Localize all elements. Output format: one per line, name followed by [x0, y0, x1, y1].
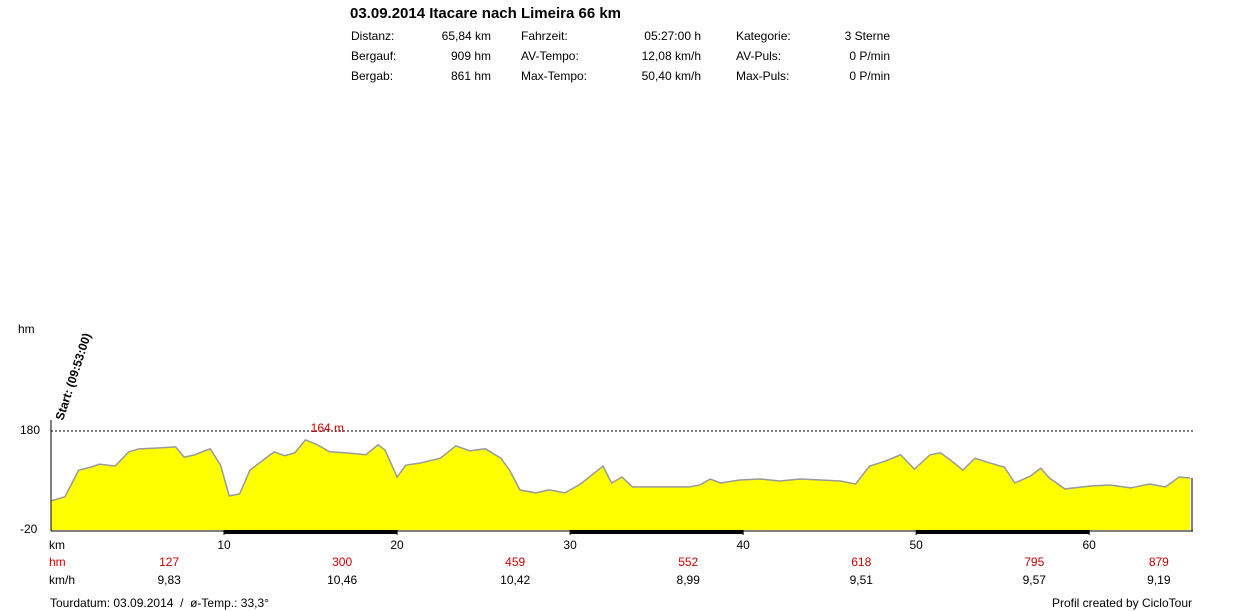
- segment-kmh: 9,83: [157, 573, 181, 587]
- segment-kmh: 9,51: [850, 573, 874, 587]
- footer: Tourdatum: 03.09.2014 / ø-Temp.: 33,3°: [50, 596, 269, 610]
- stat-value: 50,40 km/h: [642, 69, 701, 83]
- y-tick-label: 180: [20, 423, 40, 437]
- stat-label: Bergab:: [351, 69, 393, 83]
- x-tick-label: 60: [1083, 538, 1097, 552]
- y-tick-label: -20: [20, 522, 38, 536]
- segment-kmh: 10,42: [500, 573, 530, 587]
- x-tick-label: 30: [563, 538, 577, 552]
- segment-hm: 127: [159, 555, 179, 569]
- x-axis-label: km: [49, 538, 65, 552]
- km-band: [916, 530, 1090, 534]
- stat-value: 05:27:00 h: [644, 29, 701, 43]
- stat-label: AV-Tempo:: [521, 49, 579, 63]
- segment-hm: 300: [332, 555, 352, 569]
- stat-value: 0 P/min: [849, 69, 890, 83]
- stat-label: AV-Puls:: [736, 49, 781, 63]
- max-label: 164 m: [311, 421, 344, 435]
- stat-label: Kategorie:: [736, 29, 791, 43]
- footer: Profil created by CicloTour: [1052, 596, 1192, 610]
- x-tick-label: 40: [736, 538, 750, 552]
- segment-kmh: 9,57: [1023, 573, 1047, 587]
- segment-hm: 552: [678, 555, 698, 569]
- row-label: km/h: [49, 573, 75, 587]
- x-tick-label: 10: [217, 538, 231, 552]
- start-label: Start: (09:53:00): [53, 331, 94, 422]
- y-axis-label: hm: [18, 322, 35, 336]
- stat-value: 12,08 km/h: [642, 49, 701, 63]
- segment-hm: 879: [1149, 555, 1169, 569]
- elevation-line: [50, 439, 1191, 502]
- segment-hm: 795: [1024, 555, 1044, 569]
- stat-value: 909 hm: [451, 49, 491, 63]
- segment-hm: 618: [851, 555, 871, 569]
- stat-value: 3 Sterne: [845, 29, 891, 43]
- x-tick-label: 50: [909, 538, 923, 552]
- segment-kmh: 8,99: [677, 573, 701, 587]
- stat-label: Distanz:: [351, 29, 394, 43]
- stat-label: Bergauf:: [351, 49, 396, 63]
- stat-value: 0 P/min: [849, 49, 890, 63]
- segment-kmh: 9,19: [1147, 573, 1171, 587]
- stat-label: Max-Tempo:: [521, 69, 587, 83]
- stat-value: 65,84 km: [442, 29, 491, 43]
- x-tick-label: 20: [390, 538, 404, 552]
- km-band: [224, 530, 398, 534]
- segment-kmh: 10,46: [327, 573, 357, 587]
- row-label: hm: [49, 555, 66, 569]
- stat-value: 861 hm: [451, 69, 491, 83]
- km-band: [570, 530, 744, 534]
- elevation-area: [51, 439, 1191, 530]
- stat-label: Max-Puls:: [736, 69, 789, 83]
- segment-hm: 459: [505, 555, 525, 569]
- chart-title: 03.09.2014 Itacare nach Limeira 66 km: [350, 5, 621, 22]
- stat-label: Fahrzeit:: [521, 29, 568, 43]
